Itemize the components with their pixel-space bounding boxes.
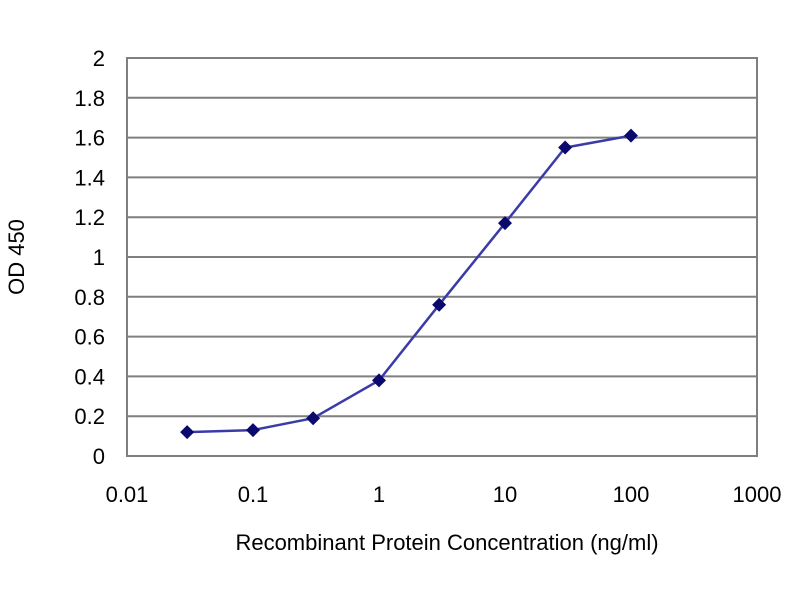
y-tick-label-4: 0.8 xyxy=(74,285,105,310)
x-tick-label-2: 1 xyxy=(373,482,385,507)
data-point-marker-7 xyxy=(624,128,638,143)
x-tick-label-0: 0.01 xyxy=(106,482,149,507)
y-tick-label-1: 0.2 xyxy=(74,404,105,429)
y-tick-label-3: 0.6 xyxy=(74,325,105,350)
y-tick-label-5: 1 xyxy=(93,245,105,270)
x-axis-tick-labels: 0.01 0.1 1 10 100 1000 xyxy=(106,482,782,507)
y-tick-label-2: 0.4 xyxy=(74,364,105,389)
data-point-marker-4 xyxy=(432,297,447,312)
x-tick-label-5: 1000 xyxy=(733,482,782,507)
x-tick-label-3: 10 xyxy=(493,482,517,507)
y-axis-title: OD 450 xyxy=(4,219,29,295)
data-point-marker-1 xyxy=(246,423,260,438)
y-tick-label-0: 0 xyxy=(93,444,105,469)
y-tick-label-10: 2 xyxy=(93,46,105,71)
y-tick-label-8: 1.6 xyxy=(74,126,105,151)
series-line-0 xyxy=(187,134,632,434)
x-tick-label-4: 100 xyxy=(613,482,650,507)
data-point-marker-3 xyxy=(372,373,386,388)
y-tick-label-7: 1.4 xyxy=(74,165,105,190)
grid-lines xyxy=(127,96,757,418)
plot-area-frame xyxy=(126,57,758,457)
data-point-marker-6 xyxy=(558,140,573,155)
y-axis-tick-labels: 0 0.2 0.4 0.6 0.8 1 1.2 1.4 1.6 1.8 2 xyxy=(74,46,105,469)
data-point-markers xyxy=(180,128,638,440)
data-point-marker-2 xyxy=(306,411,321,426)
y-tick-label-6: 1.2 xyxy=(74,205,105,230)
data-point-marker-5 xyxy=(498,216,512,231)
y-tick-label-9: 1.8 xyxy=(74,86,105,111)
x-axis-title: Recombinant Protein Concentration (ng/ml… xyxy=(235,530,658,555)
series-line-group xyxy=(187,134,632,434)
x-tick-label-1: 0.1 xyxy=(238,482,269,507)
data-point-marker-0 xyxy=(180,425,195,440)
